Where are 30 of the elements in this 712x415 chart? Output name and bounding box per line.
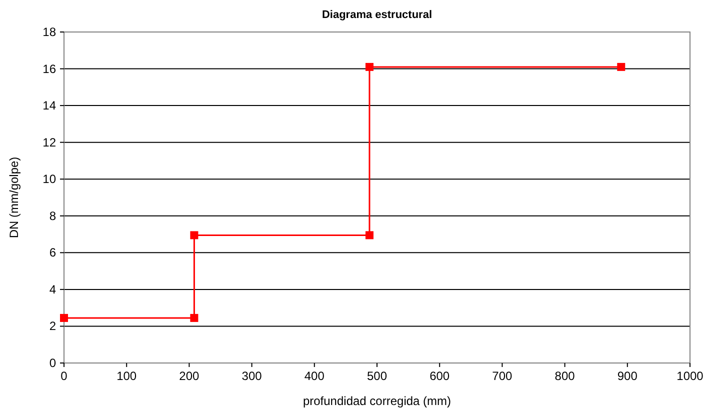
y-axis-title: DN (mm/golpe) [7, 156, 21, 238]
point [365, 231, 374, 240]
x-axis-title: profundidad corregida (mm) [302, 394, 452, 408]
x-tick-label: 300 [242, 369, 262, 383]
x-tick-label: 800 [554, 369, 576, 383]
x-tick-label: 900 [617, 369, 638, 383]
point [190, 314, 198, 322]
x-tick-label: 400 [304, 369, 325, 383]
x-tick-label: 0 [60, 369, 68, 383]
y-tick-label: 18 [42, 25, 56, 39]
chart-title: Diagrama estructural [322, 9, 432, 21]
x-tick-label: 500 [366, 369, 388, 383]
x-tick-label: 200 [179, 369, 200, 383]
point [190, 231, 198, 240]
x-tick-label: 100 [116, 369, 137, 383]
y-tick-label: 16 [42, 62, 56, 76]
y-tick-label: 12 [42, 135, 56, 150]
y-tick-label: 8 [49, 208, 56, 223]
y-tick-label: 2 [49, 319, 56, 334]
x-tick-label: 1000 [676, 369, 704, 383]
x-tick-label: 700 [492, 369, 513, 383]
y-tick-label: 0 [49, 356, 56, 370]
y-tick-label: 10 [42, 172, 56, 186]
y-tick-label: 14 [42, 98, 56, 113]
x-tick-label: 600 [430, 369, 450, 383]
y-tick-label: 4 [49, 282, 56, 296]
point [60, 314, 68, 322]
point [617, 62, 626, 71]
y-tick-label: 6 [49, 246, 56, 260]
point [365, 62, 374, 71]
